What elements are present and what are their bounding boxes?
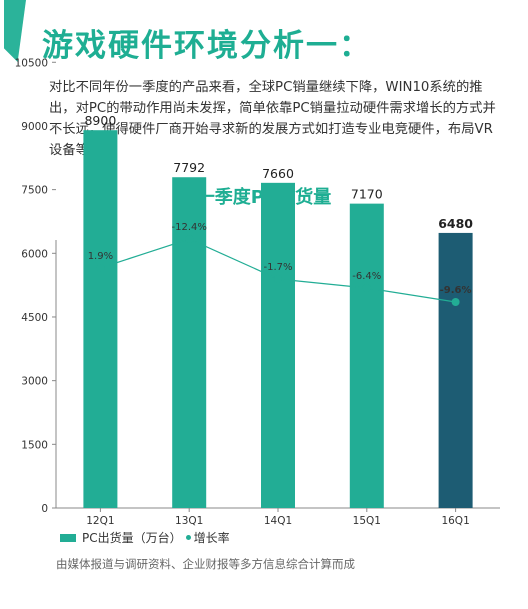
x-tick-label: 14Q1 — [264, 515, 292, 527]
bar-value-label: 6480 — [438, 216, 473, 231]
page-title: 游戏硬件环境分析一： — [42, 28, 372, 64]
growth-point — [96, 264, 105, 272]
source-note: 由媒体报道与调研资料、企业财报等多方信息综合计算而成 — [56, 557, 355, 571]
growth-value-label: -6.4% — [352, 271, 381, 282]
bar — [438, 232, 473, 508]
growth-point — [362, 284, 371, 292]
growth-value-label: -12.4% — [172, 222, 207, 233]
growth-value-label: -9.6% — [440, 285, 472, 296]
legend-line-swatch — [185, 535, 191, 540]
x-tick-label: 12Q1 — [86, 515, 114, 527]
bar — [172, 177, 207, 508]
y-tick-label: 1500 — [21, 439, 48, 451]
bar-value-label: 7660 — [262, 166, 294, 181]
bar-value-label: 8900 — [84, 113, 116, 128]
y-tick-label: 7500 — [21, 185, 48, 197]
bar — [261, 182, 295, 508]
growth-point — [185, 235, 194, 243]
growth-value-label: 1.9% — [88, 251, 113, 262]
y-tick-label: 0 — [41, 503, 48, 515]
growth-value-label: -1.7% — [263, 262, 292, 273]
growth-point — [451, 298, 460, 306]
y-tick-label: 9000 — [21, 121, 48, 133]
bar-value-label: 7170 — [351, 187, 383, 202]
y-tick-label: 6000 — [21, 248, 48, 260]
bar — [349, 203, 384, 509]
y-tick-label: 4500 — [21, 312, 48, 324]
legend-line-label: 增长率 — [193, 531, 230, 545]
y-tick-label: 3000 — [21, 376, 48, 388]
chart-legend: PC出货量（万台） 增长率 — [60, 529, 230, 546]
y-tick-label: 10500 — [15, 57, 48, 69]
growth-point — [274, 275, 282, 283]
legend-bar-label: PC出货量（万台） — [82, 531, 182, 545]
x-tick-label: 16Q1 — [441, 515, 469, 527]
x-tick-label: 13Q1 — [175, 515, 203, 527]
x-tick-label: 15Q1 — [353, 515, 381, 527]
bar-value-label: 7792 — [173, 160, 205, 175]
bar — [83, 130, 118, 508]
legend-bar-swatch — [60, 533, 76, 542]
